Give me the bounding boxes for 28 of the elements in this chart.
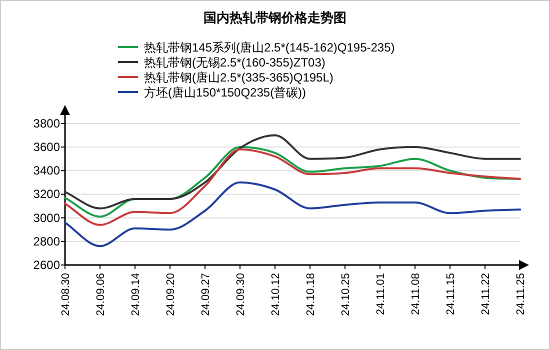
y-tick-label: 2800 bbox=[33, 234, 60, 248]
y-tick-label: 3800 bbox=[33, 116, 60, 130]
y-tick-label: 3600 bbox=[33, 140, 60, 154]
x-tick-label: 24.11.08 bbox=[410, 273, 422, 316]
x-tick-label: 24.09.30 bbox=[235, 273, 247, 316]
y-tick-label: 3000 bbox=[33, 210, 60, 225]
x-tick-label: 24.10.12 bbox=[270, 273, 282, 316]
x-tick-label: 24.11.15 bbox=[445, 273, 457, 316]
legend-label: 热轧带钢145系列(唐山2.5*(145-162)Q195-235) bbox=[144, 40, 395, 54]
y-tick-label: 2600 bbox=[33, 258, 60, 272]
legend-label: 方坯(唐山150*150Q235(普碳)) bbox=[144, 86, 306, 100]
legend-label: 热轧带钢(无锡2.5*(160-355)ZT03) bbox=[144, 56, 326, 70]
x-tick-label: 24.11.25 bbox=[515, 273, 527, 316]
x-tick-label: 24.10.25 bbox=[340, 273, 352, 316]
x-tick-label: 24.10.18 bbox=[305, 273, 317, 316]
line-series bbox=[64, 134, 521, 210]
x-tick-label: 24.09.27 bbox=[200, 273, 212, 316]
x-tick-label: 24.11.22 bbox=[480, 273, 492, 316]
x-tick-label: 24.09.14 bbox=[130, 273, 142, 316]
line-series bbox=[64, 181, 521, 248]
y-tick-label: 3400 bbox=[33, 164, 60, 178]
x-tick-label: 24.11.01 bbox=[375, 273, 387, 316]
legend-label: 热轧带钢(唐山2.5*(335-365)Q195L) bbox=[144, 70, 334, 84]
x-tick-label: 24.09.20 bbox=[165, 273, 177, 316]
y-tick-label: 3200 bbox=[33, 187, 60, 202]
x-tick-label: 24.09.06 bbox=[95, 273, 107, 316]
chart-title: 国内热轧带钢价格走势图 bbox=[204, 10, 346, 25]
x-tick-label: 24.08.30 bbox=[60, 273, 72, 316]
